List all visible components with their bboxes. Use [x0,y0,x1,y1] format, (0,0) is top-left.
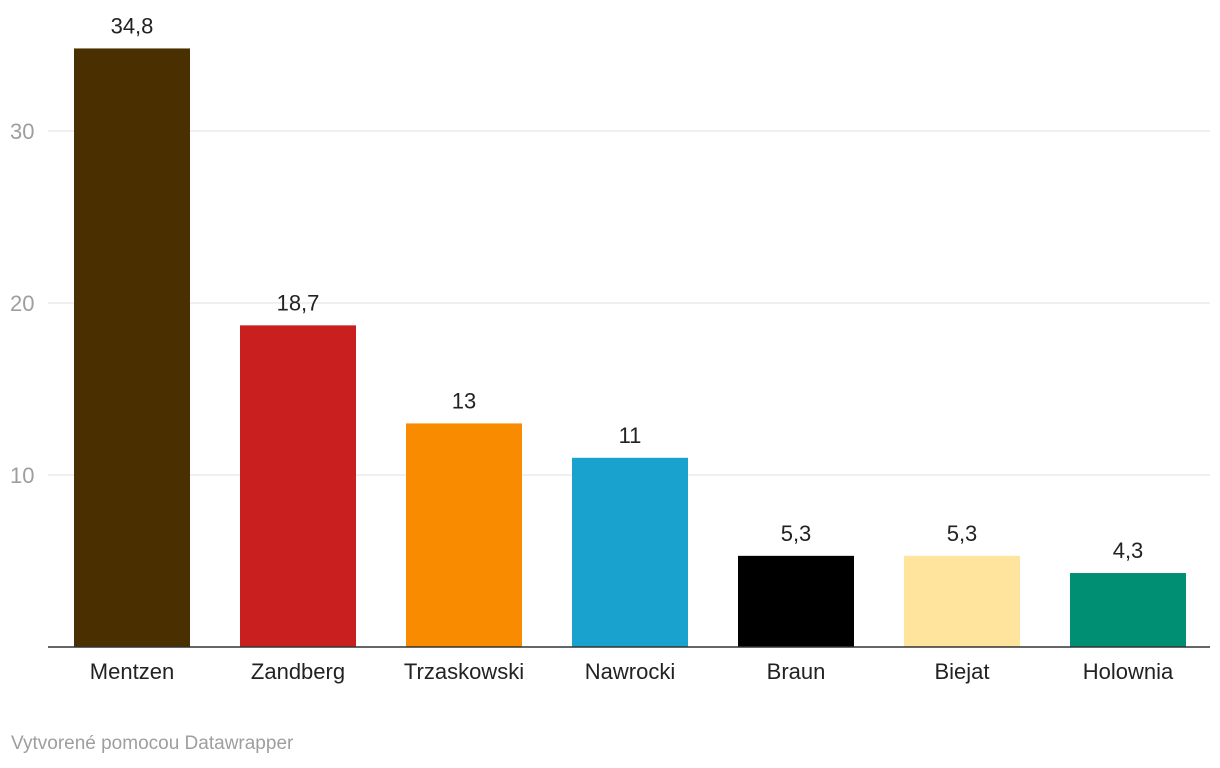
y-axis-ticks: 10 20 30 [10,119,34,488]
bar-zandberg [240,325,356,647]
bar-biejat [904,555,1020,647]
value-label-nawrocki: 11 [619,423,642,448]
category-label-trzaskowski: Trzaskowski [404,659,524,684]
category-label-biejat: Biejat [934,659,989,684]
value-labels: 34,8 18,7 13 11 5,3 5,3 4,3 [111,13,1144,563]
category-label-braun: Braun [767,659,826,684]
category-labels: Mentzen Zandberg Trzaskowski Nawrocki Braun B… [90,659,1174,684]
category-label-holownia: Holownia [1083,659,1174,684]
value-label-trzaskowski: 13 [452,388,476,413]
y-tick-label-30: 30 [10,119,34,144]
bar-holownia [1070,573,1186,647]
value-label-biejat: 5,3 [947,521,978,546]
bar-trzaskowski [406,423,522,647]
category-label-zandberg: Zandberg [251,659,345,684]
category-label-mentzen: Mentzen [90,659,174,684]
bars [74,48,1186,647]
value-label-zandberg: 18,7 [277,290,320,315]
bar-mentzen [74,48,190,647]
footer-credit: Vytvorené pomocou Datawrapper [11,733,294,754]
bar-braun [738,555,854,647]
category-label-nawrocki: Nawrocki [585,659,675,684]
value-label-braun: 5,3 [781,521,812,546]
value-label-mentzen: 34,8 [111,13,154,38]
bar-nawrocki [572,457,688,647]
value-label-holownia: 4,3 [1113,538,1144,563]
y-tick-label-20: 20 [10,291,34,316]
y-tick-label-10: 10 [10,463,34,488]
